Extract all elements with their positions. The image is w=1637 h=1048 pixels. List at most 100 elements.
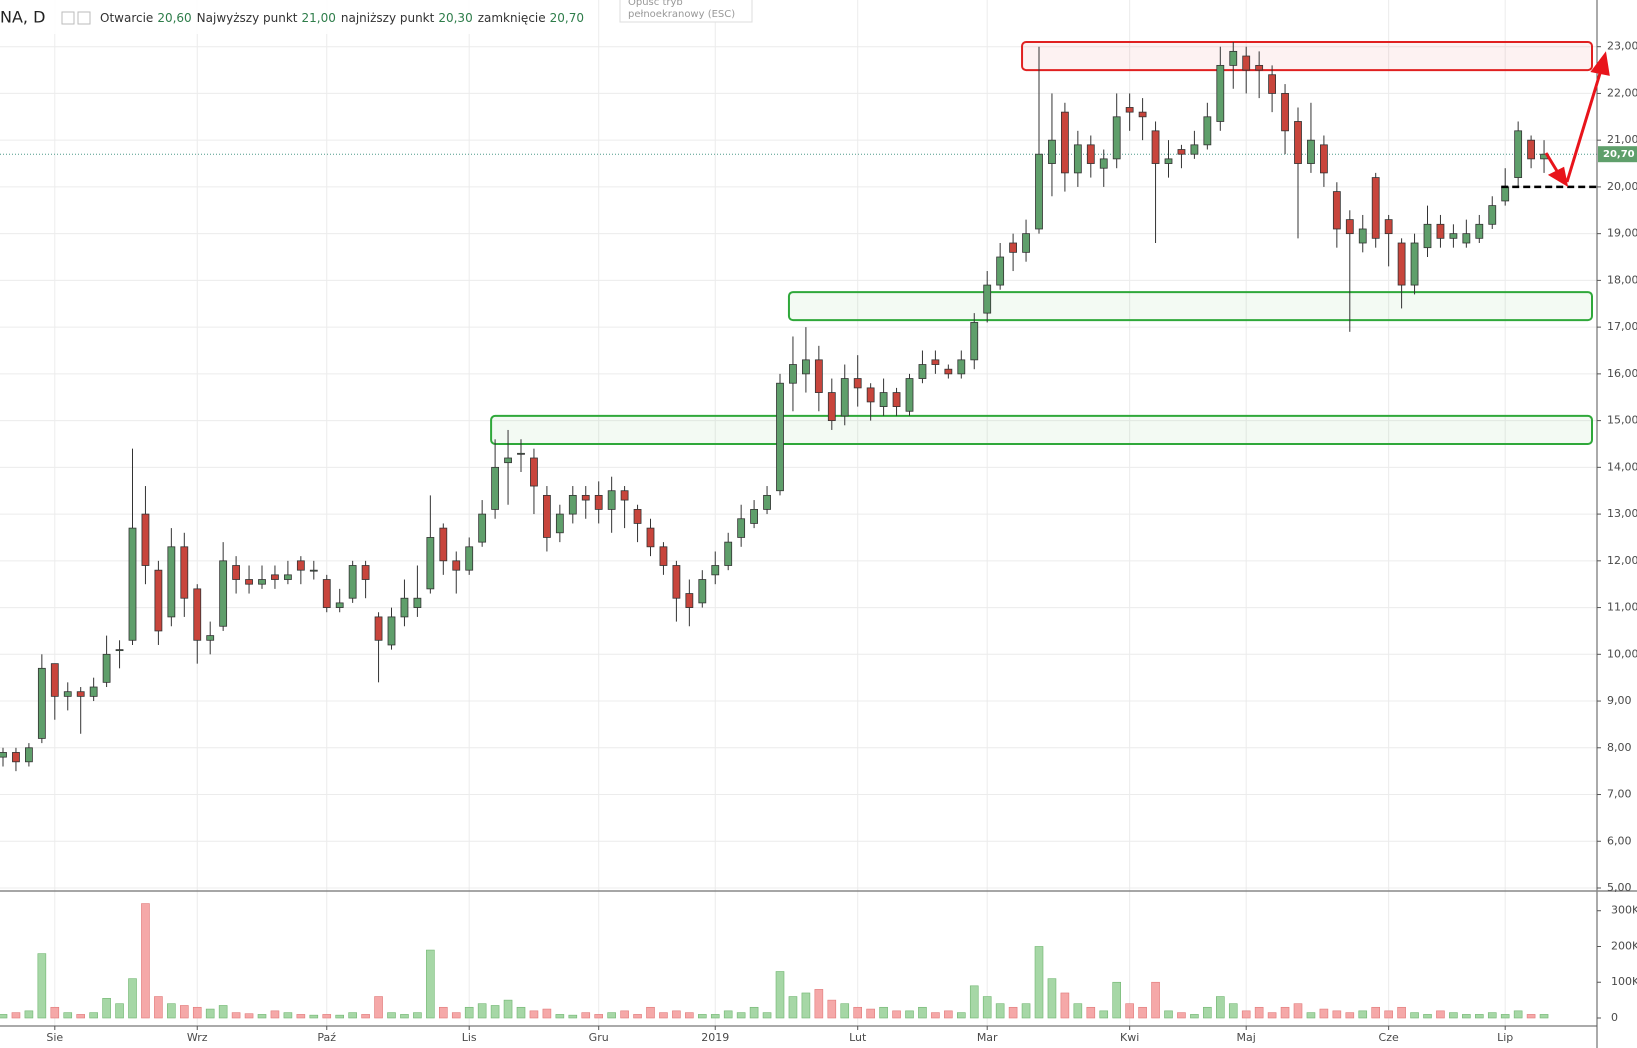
candle-body: [1203, 116, 1212, 146]
candle-body: [607, 490, 616, 510]
volume-bar: [115, 1003, 124, 1019]
volume-bar: [1008, 1006, 1018, 1019]
candle-body: [840, 378, 849, 417]
volume-bar: [1241, 1010, 1251, 1019]
volume-bar: [102, 998, 111, 1019]
candle-body: [1177, 149, 1186, 155]
candle-body: [543, 494, 551, 538]
candle-body: [944, 368, 953, 375]
volume-bar: [1254, 1006, 1264, 1019]
x-tick-label: Lip: [1497, 1031, 1513, 1044]
candle-body: [37, 667, 46, 739]
volume-bar: [672, 1010, 681, 1019]
volume-bar: [490, 1005, 500, 1019]
volume-bar: [50, 1006, 60, 1019]
legend-value: 20,60: [157, 11, 191, 25]
candle-body: [1035, 153, 1043, 230]
volume-bar: [607, 1012, 616, 1019]
candle-body: [1151, 130, 1160, 164]
volume-bar: [11, 1012, 21, 1019]
volume-bar: [969, 985, 979, 1019]
x-tick-label: Sie: [46, 1031, 63, 1044]
candle-body: [232, 565, 241, 580]
candle-body: [1255, 64, 1264, 71]
volume-bar: [749, 1006, 759, 1019]
tooltip: [619, 0, 753, 23]
candle-body: [931, 359, 940, 365]
volume-bar: [853, 1006, 863, 1019]
y-tick-label: 18,00: [1607, 273, 1637, 286]
volume-bar: [464, 1006, 474, 1019]
candle-body: [1436, 223, 1445, 239]
candle-body: [892, 392, 901, 407]
legend-value: 20,70: [550, 11, 584, 25]
candle-body: [452, 560, 461, 571]
volume-bar: [37, 953, 47, 1019]
volume-bar: [1177, 1012, 1186, 1019]
volume-bar: [63, 1012, 73, 1019]
y-tick-label: 16,00: [1607, 367, 1637, 380]
candle-body: [1138, 111, 1147, 118]
candle-body: [802, 359, 810, 375]
candle-body: [1294, 121, 1302, 164]
volume-bar: [1345, 1012, 1355, 1019]
y-tick-label: 20,00: [1607, 180, 1637, 193]
candle-body: [12, 752, 20, 763]
candle-body: [620, 490, 629, 501]
candle-body: [154, 569, 163, 632]
arrow-up: [1565, 69, 1603, 183]
candle-body: [1397, 242, 1406, 286]
arrow-head: [1590, 51, 1610, 76]
volume-bar: [814, 989, 824, 1019]
volume-bar: [1526, 1014, 1536, 1019]
candle-body: [1190, 144, 1199, 155]
volume-bar: [1332, 1010, 1342, 1019]
candle-body: [957, 359, 966, 375]
volume-bar: [1487, 1012, 1497, 1019]
candle-body: [335, 602, 344, 608]
candle-body: [776, 382, 784, 492]
legend-value: 21,00: [302, 11, 336, 25]
candle-body: [374, 616, 383, 641]
last-price-box: [1598, 146, 1637, 163]
candle-body: [724, 541, 733, 566]
volume-bar: [762, 1012, 772, 1019]
candle-body: [1345, 219, 1354, 235]
legend-value: 20,30: [438, 11, 472, 25]
volume-bar: [0, 1014, 8, 1019]
candle-body: [1488, 205, 1497, 225]
y2-tick-label: 300K: [1611, 904, 1637, 917]
volume-bar: [1539, 1014, 1549, 1019]
y-tick-label: 9,00: [1607, 694, 1632, 707]
volume-bar: [231, 1012, 241, 1019]
volume-bar: [322, 1014, 332, 1019]
volume-bar: [180, 1005, 189, 1019]
candle-body: [517, 452, 525, 455]
volume-bar: [1513, 1010, 1523, 1019]
y-tick-label: 11,00: [1607, 601, 1637, 614]
candle-body: [219, 560, 228, 627]
volume-bar: [1384, 1010, 1393, 1019]
volume-bar: [451, 1012, 461, 1019]
volume-bar: [1436, 1010, 1445, 1019]
legend-label: Najwyższy punkt: [197, 11, 298, 25]
legend-label: zamknięcie: [478, 11, 546, 25]
volume-bar: [529, 1010, 539, 1019]
volume-bar: [956, 1012, 966, 1019]
volume-bar: [374, 996, 383, 1019]
volume-bar: [801, 992, 811, 1019]
volume-bar: [309, 1014, 319, 1019]
volume-bar: [1371, 1006, 1380, 1019]
ohlc-legend: Otwarcie 20,60 Najwyższy punkt 21,00 najniżs…: [100, 11, 584, 25]
candle-body: [309, 569, 318, 572]
x-tick-label: Mar: [977, 1031, 998, 1044]
volume-bar: [1500, 1014, 1510, 1019]
volume-bar: [76, 1014, 85, 1019]
y-tick-label: 7,00: [1607, 788, 1632, 801]
icon[interactable]: [77, 11, 91, 25]
candle-body: [1009, 242, 1017, 253]
icon[interactable]: [61, 11, 75, 25]
volume-bar: [1423, 1014, 1432, 1019]
candle-body: [918, 364, 927, 379]
